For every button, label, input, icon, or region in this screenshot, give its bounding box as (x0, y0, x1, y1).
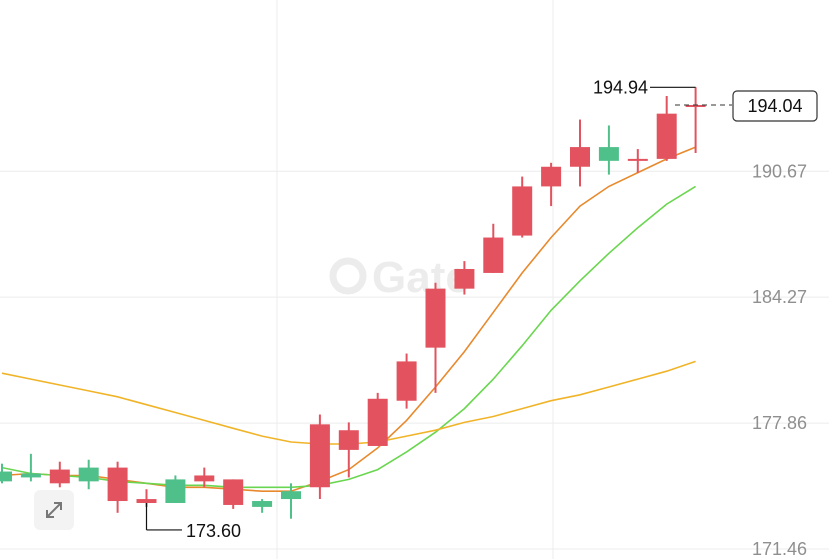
expand-button[interactable] (34, 490, 74, 530)
high-price-label: 194.94 (593, 77, 648, 97)
candle-body (165, 479, 186, 503)
price-axis-labels: 190.67 184.27 177.86 171.46 (752, 161, 807, 559)
price-axis-tick-label: 184.27 (752, 287, 807, 307)
candle-body (338, 430, 359, 450)
candle-body (570, 147, 590, 167)
candle-body (656, 113, 677, 159)
candle-body (0, 471, 12, 482)
candle-body (252, 501, 273, 507)
candle-body (281, 491, 301, 500)
candle-body (541, 166, 562, 187)
candle-body (483, 237, 504, 273)
candle-body (223, 479, 244, 505)
watermark: Gate (329, 253, 470, 302)
candle-body (20, 473, 41, 478)
candle-body (512, 186, 533, 236)
candle-body (598, 147, 619, 161)
candle-body (425, 288, 446, 348)
watermark-logo-mark (329, 257, 367, 295)
candle-body (367, 398, 388, 446)
annotations: 194.94 173.60 194.04 (145, 77, 818, 541)
price-axis-tick-label: 171.46 (752, 539, 807, 559)
candle-body (627, 158, 648, 161)
price-axis-tick-label: 177.86 (752, 413, 807, 433)
candle-body (396, 361, 417, 401)
candle-body (454, 268, 475, 289)
current-price-box (732, 90, 818, 122)
candle-body (49, 469, 70, 484)
price-axis-tick-label: 190.67 (752, 161, 807, 181)
expand-arrows-icon (46, 502, 62, 518)
watermark-text: Gate (372, 253, 470, 302)
candle-body (685, 105, 706, 108)
candles (0, 87, 706, 519)
candle-body (194, 475, 215, 482)
candle-body (136, 499, 157, 503)
current-price-label: 194.04 (747, 96, 802, 116)
low-price-label: 173.60 (186, 521, 241, 541)
candle-body (107, 467, 128, 502)
candle-body (309, 424, 330, 488)
candle-body (78, 467, 99, 482)
